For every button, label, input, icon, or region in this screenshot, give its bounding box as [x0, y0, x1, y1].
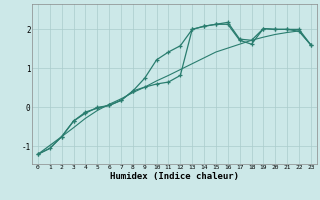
X-axis label: Humidex (Indice chaleur): Humidex (Indice chaleur) — [110, 172, 239, 181]
